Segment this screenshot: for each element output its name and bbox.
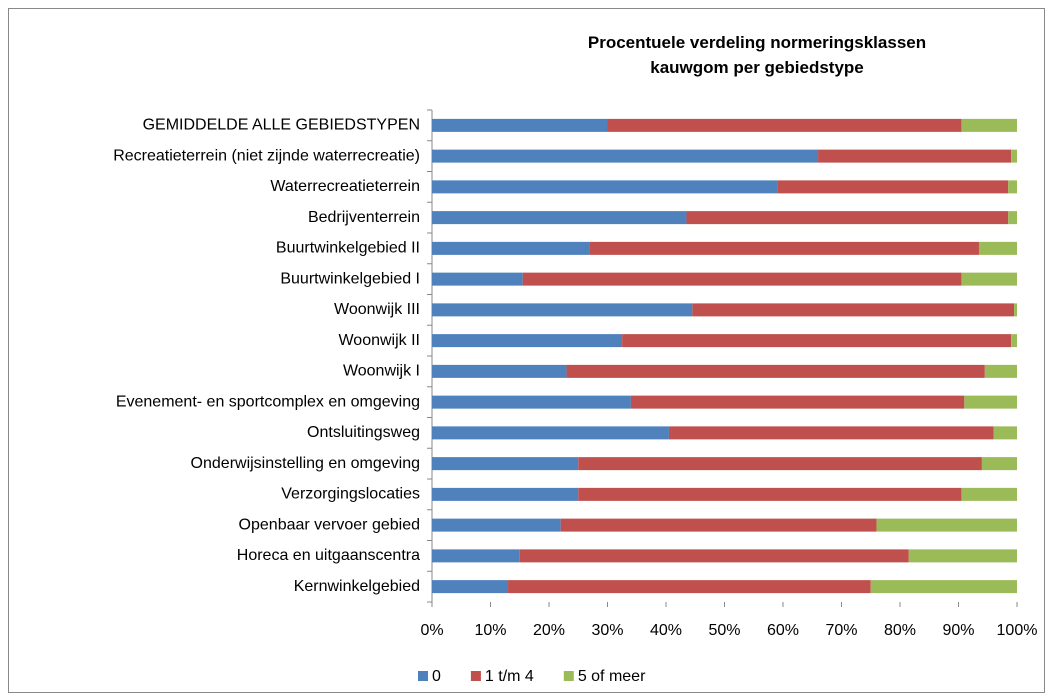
x-tick-label: 90% <box>942 622 974 639</box>
y-tick-label: Waterrecreatieterrein <box>270 178 420 195</box>
y-tick-label: Bedrijventerrein <box>308 209 420 226</box>
bar-segment <box>560 518 877 532</box>
x-tick-label: 10% <box>474 622 506 639</box>
bar-segment <box>589 241 979 255</box>
chart-title: Procentuele verdeling normeringsklassen … <box>587 33 927 77</box>
bar-segment <box>432 118 608 132</box>
bar-segment <box>432 457 579 471</box>
bar-segment <box>578 487 962 501</box>
bar-segment <box>432 395 631 409</box>
legend-label: 5 of meer <box>578 668 646 685</box>
bar-segment <box>978 241 1017 255</box>
bar-segment <box>964 395 1017 409</box>
bar-segment <box>578 457 982 471</box>
bar-segment <box>1008 180 1017 194</box>
x-tick-label: 40% <box>650 622 682 639</box>
bar-segment <box>432 241 590 255</box>
y-tick-label: Openbaar vervoer gebied <box>239 516 420 533</box>
bar-segment <box>622 334 1012 348</box>
legend-swatch <box>563 671 574 681</box>
bar-segment <box>522 272 962 286</box>
bar-segment <box>1008 211 1017 225</box>
y-tick-label: Buurtwinkelgebied I <box>280 270 420 287</box>
y-tick-label: Woonwijk II <box>338 332 420 349</box>
bar-segment <box>432 426 669 440</box>
bar-segment <box>686 211 1009 225</box>
x-tick-label: 30% <box>591 622 623 639</box>
bar-segment <box>432 364 567 378</box>
y-tick-label: Evenement- en sportcomplex en omgeving <box>116 393 420 410</box>
bar-segment <box>777 180 1009 194</box>
y-tick-label: GEMIDDELDE ALLE GEBIEDSTYPEN <box>143 117 420 134</box>
y-tick-label: Woonwijk III <box>334 301 420 318</box>
bar-segment <box>993 426 1017 440</box>
bar-segment <box>432 272 523 286</box>
bar-segment <box>519 549 909 563</box>
x-tick-label: 70% <box>825 622 857 639</box>
bar-segment <box>508 580 871 594</box>
bar-segment <box>908 549 1017 563</box>
legend-swatch <box>470 671 481 681</box>
y-tick-label: Horeca en uitgaanscentra <box>237 547 420 564</box>
bar-segment <box>981 457 1017 471</box>
bar-segment <box>432 180 778 194</box>
legend-label: 1 t/m 4 <box>485 668 534 685</box>
y-tick-label: Onderwijsinstelling en omgeving <box>191 455 420 472</box>
legend-swatch <box>418 671 428 681</box>
bar-segment <box>961 118 1017 132</box>
y-tick-label: Woonwijk I <box>343 363 420 380</box>
bar-segment <box>961 487 1017 501</box>
bar-segment <box>432 303 693 317</box>
x-tick-label: 80% <box>884 622 916 639</box>
bar-segment <box>630 395 965 409</box>
bar-segment <box>607 118 962 132</box>
y-tick-label: Recreatieterrein (niet zijnde waterrecre… <box>113 147 420 164</box>
x-tick-label: 100% <box>997 622 1038 639</box>
bar-segment <box>432 549 520 563</box>
bar-segment <box>876 518 1017 532</box>
bar-segment <box>818 149 1012 163</box>
bar-segment <box>961 272 1017 286</box>
bar-segment <box>566 364 985 378</box>
bar-segment <box>692 303 1015 317</box>
bar-segment <box>870 580 1017 594</box>
x-tick-label: 60% <box>767 622 799 639</box>
y-tick-label: Buurtwinkelgebied II <box>276 240 420 257</box>
bar-segment <box>432 334 623 348</box>
y-tick-label: Ontsluitingsweg <box>307 424 420 441</box>
bar-segment <box>1014 303 1017 317</box>
x-tick-label: 20% <box>533 622 565 639</box>
bar-segment <box>1011 334 1017 348</box>
bar-segment <box>432 149 819 163</box>
bar-segment <box>984 364 1017 378</box>
bar-segment <box>1011 149 1017 163</box>
bar-segment <box>668 426 994 440</box>
x-tick-label: 50% <box>708 622 740 639</box>
bar-segment <box>432 487 579 501</box>
y-tick-label: Verzorgingslocaties <box>281 486 420 503</box>
y-tick-label: Kernwinkelgebied <box>294 578 420 595</box>
bar-segment <box>432 518 561 532</box>
legend-label: 0 <box>432 668 441 685</box>
x-tick-label: 0% <box>420 622 443 639</box>
bar-segment <box>432 211 687 225</box>
bar-segment <box>432 580 509 594</box>
